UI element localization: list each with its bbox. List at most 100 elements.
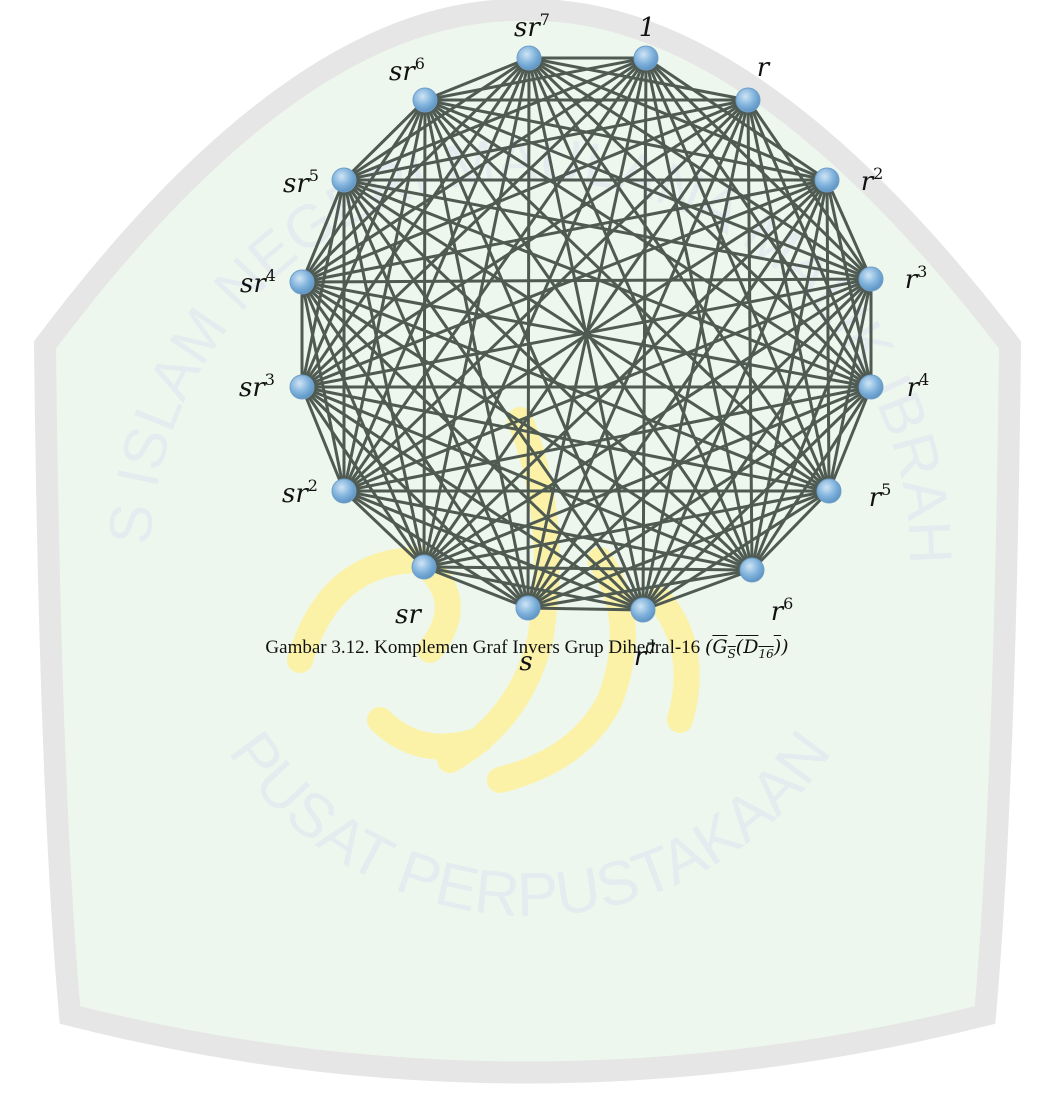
edge-r5-sr7 (527, 57, 831, 492)
node-label-base: r (869, 483, 883, 513)
node-label-sr5: sr5 (283, 166, 319, 199)
edge-r4-r7 (641, 385, 873, 612)
edges (300, 56, 873, 612)
node-label-sup: 6 (783, 594, 793, 613)
node-label-base: 1 (639, 13, 656, 43)
edge-r2-r5 (825, 179, 831, 492)
edge-sr-sr7 (422, 57, 531, 568)
node-r7 (630, 597, 656, 623)
edge-s-sr2 (343, 489, 529, 610)
edge-1-sr6 (424, 56, 647, 102)
edge-sr4-sr7 (300, 56, 531, 284)
node-label-sup: 4 (266, 266, 276, 285)
caption-sub-S: S (727, 646, 736, 661)
edge-r6-sr (423, 565, 753, 572)
node-label-sr4: sr4 (240, 266, 276, 299)
node-label-r3: r3 (905, 262, 928, 295)
edge-r3-sr4 (301, 277, 872, 284)
edge-r3-sr2 (343, 277, 872, 493)
node-label-sr7: sr7 (514, 10, 550, 43)
node-label-sup: 2 (873, 164, 883, 183)
node-sr6 (412, 87, 438, 113)
edge-r-sr7 (528, 56, 749, 102)
node-label-base: r (861, 167, 875, 197)
node-r (735, 87, 761, 113)
node-label-sr: sr (395, 600, 422, 630)
caption-open-paren: ( (704, 636, 713, 658)
caption-math: (GS(D16)) (704, 636, 789, 661)
edge-r6-r7 (642, 568, 753, 612)
node-label-r7: r7 (634, 639, 657, 672)
node-r4 (858, 374, 884, 400)
node-label-r6: r6 (771, 594, 794, 627)
node-label-1: 1 (639, 13, 656, 43)
node-label-sup: 5 (881, 480, 891, 499)
edge-r7-sr6 (423, 99, 645, 611)
edge-r3-r5 (827, 278, 873, 492)
node-sr3 (289, 374, 315, 400)
node-label-sup: 2 (308, 476, 318, 495)
edge-sr5-sr6 (342, 98, 427, 182)
node-sr2 (331, 478, 357, 504)
node-label-sup: 7 (646, 639, 656, 658)
node-label-base: sr (395, 600, 422, 630)
edge-r-sr2 (342, 98, 750, 493)
node-label-sup: 6 (415, 54, 425, 73)
node-label-base: sr (239, 373, 266, 403)
node-label-sr2: sr2 (282, 476, 318, 509)
node-label-base: sr (282, 479, 309, 509)
caption-text: Gambar 3.12. Komplemen Graf Invers Grup … (265, 637, 705, 658)
node-label-base: r (757, 53, 771, 83)
edge-r2-sr3 (301, 178, 828, 389)
edge-r7-sr4 (300, 280, 645, 612)
node-label-r: r (757, 53, 771, 83)
edge-s-sr5 (342, 179, 530, 609)
edge-1-r3 (644, 56, 873, 281)
node-sr (411, 554, 437, 580)
edge-r6-sr5 (342, 178, 754, 572)
node-label-base: r (907, 373, 921, 403)
edge-r2-sr7 (528, 56, 828, 182)
caption-inner-close: ) (773, 636, 782, 658)
edge-1-sr5 (343, 56, 647, 182)
node-label-s: s (519, 647, 532, 677)
caption-sub-16: 16 (758, 646, 774, 661)
edge-r4-sr7 (527, 56, 873, 389)
edge-sr-sr5 (342, 179, 426, 568)
node-r5 (816, 478, 842, 504)
node-r2 (814, 167, 840, 193)
node-r6 (739, 557, 765, 583)
node-label-sup: 3 (265, 370, 275, 389)
edge-sr2-sr4 (300, 281, 346, 492)
caption-close-paren: ) (781, 636, 789, 658)
node-r3 (858, 266, 884, 292)
edge-1-r7 (641, 57, 648, 611)
figure-caption: Gambar 3.12. Komplemen Graf Invers Grup … (0, 636, 1054, 661)
node-label-base: r (634, 642, 648, 672)
edge-r5-sr4 (301, 280, 830, 493)
edge-r5-r7 (642, 489, 830, 612)
edge-r5-sr6 (423, 98, 831, 493)
edge-r-r6 (746, 99, 754, 571)
node-label-base: s (519, 647, 532, 677)
edge-s-sr3 (300, 385, 530, 610)
edge-sr2-sr7 (342, 57, 531, 492)
node-label-r2: r2 (861, 164, 884, 197)
edge-r3-sr (423, 277, 872, 569)
node-label-sr3: sr3 (239, 370, 275, 403)
edge-sr-sr2 (342, 489, 426, 569)
node-label-sup: 5 (309, 166, 319, 185)
nodes (289, 45, 884, 623)
node-sr5 (331, 167, 357, 193)
edge-sr3-sr7 (300, 57, 531, 388)
node-1 (633, 45, 659, 71)
edge-r6-sr6 (423, 99, 754, 571)
node-label-r5: r5 (869, 480, 892, 513)
node-label-base: r (771, 597, 785, 627)
caption-G: G (712, 636, 728, 658)
edge-r-s (526, 99, 750, 609)
edge-sr3-sr6 (300, 99, 427, 388)
